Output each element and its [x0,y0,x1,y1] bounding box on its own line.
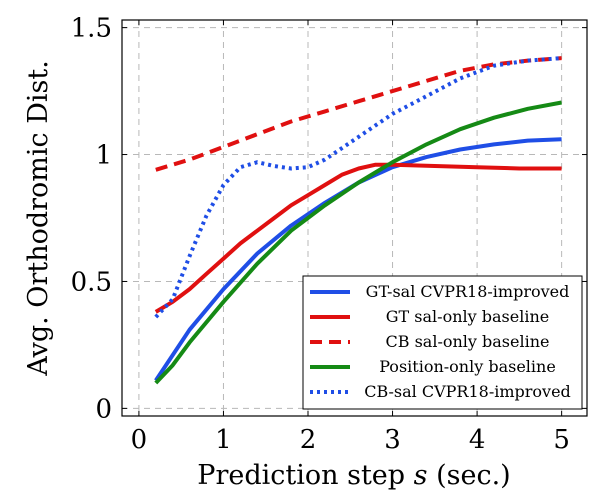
y-axis-label: Avg. Orthodromic Dist. [23,60,54,377]
series-line-5 [154,56,562,319]
series-line-3 [155,56,562,172]
legend-label: CB sal-only baseline [385,332,549,351]
x-axis-label: Prediction step s (sec.) [197,460,510,491]
y-tick-label: 1.5 [71,14,112,44]
plot-frame [121,19,588,417]
series-line-2 [154,162,562,314]
legend-label: Position-only baseline [379,357,556,376]
y-tick-label: 0.5 [71,267,112,297]
ticks: 0 1 2 3 4 5 0 0.5 1 1.5 [71,14,587,455]
x-tick-label: 5 [553,425,570,455]
y-tick-label: 0 [95,394,112,424]
x-tick-label: 2 [300,425,317,455]
x-tick-label: 1 [215,425,232,455]
x-tick-label: 3 [384,425,401,455]
series-lines [154,56,562,385]
legend: GT-sal CVPR18-improved GT sal-only baseli… [302,275,583,410]
x-axis-label-main: Prediction step [197,460,413,491]
grid [122,20,587,416]
x-tick-label: 4 [469,425,486,455]
y-tick-label: 1 [95,141,112,171]
x-axis-label-var: s [414,460,428,491]
legend-label: GT sal-only baseline [386,307,549,326]
x-axis-label-unit: (sec.) [428,460,511,491]
legend-label: CB-sal CVPR18-improved [364,382,571,401]
series-line-4 [154,100,562,385]
legend-label: GT-sal CVPR18-improved [366,282,570,301]
x-tick-label: 0 [131,425,148,455]
